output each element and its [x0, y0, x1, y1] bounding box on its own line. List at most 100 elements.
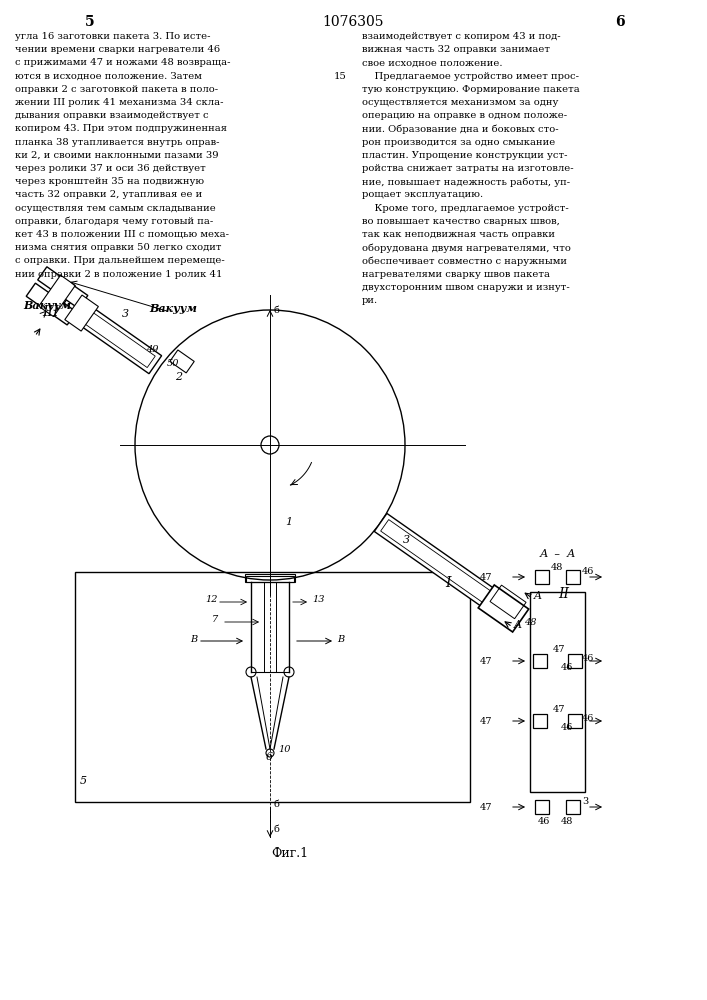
Text: так как неподвижная часть оправки: так как неподвижная часть оправки [362, 230, 555, 239]
Text: дывания оправки взаимодействует с: дывания оправки взаимодействует с [15, 111, 209, 120]
Text: 47: 47 [479, 572, 492, 582]
Text: с прижимами 47 и ножами 48 возвраща-: с прижимами 47 и ножами 48 возвраща- [15, 58, 230, 67]
Text: I: I [445, 576, 450, 590]
Text: Предлагаемое устройство имеет прос-: Предлагаемое устройство имеет прос- [362, 72, 579, 81]
Text: низма снятия оправки 50 легко сходит: низма снятия оправки 50 легко сходит [15, 243, 221, 252]
Text: A: A [534, 591, 542, 601]
Text: свое исходное положение.: свое исходное положение. [362, 58, 503, 67]
Text: осуществляя тем самым складывание: осуществляя тем самым складывание [15, 204, 216, 213]
Text: 47: 47 [479, 802, 492, 812]
Text: Вакуум: Вакуум [150, 303, 197, 314]
Text: 48: 48 [524, 618, 537, 627]
Text: рощает эксплуатацию.: рощает эксплуатацию. [362, 190, 483, 199]
Text: ри.: ри. [362, 296, 378, 305]
Text: 3: 3 [122, 309, 129, 319]
Text: А  –  А: А – А [540, 549, 576, 559]
Text: часть 32 оправки 2, утапливая ее и: часть 32 оправки 2, утапливая ее и [15, 190, 202, 199]
Text: 46: 46 [561, 663, 573, 672]
Text: б: б [273, 800, 279, 809]
Text: нии. Образование дна и боковых сто-: нии. Образование дна и боковых сто- [362, 124, 559, 134]
Text: II: II [559, 587, 569, 601]
Bar [533, 654, 547, 668]
Bar [245, 574, 295, 582]
Text: Фиг.1: Фиг.1 [271, 847, 308, 860]
Text: осуществляется механизмом за одну: осуществляется механизмом за одну [362, 98, 559, 107]
Text: 49: 49 [146, 345, 158, 354]
Text: во повышает качество сварных швов,: во повышает качество сварных швов, [362, 217, 560, 226]
Bar [535, 570, 549, 584]
Text: копиром 43. При этом подпружиненная: копиром 43. При этом подпружиненная [15, 124, 227, 133]
Text: 46: 46 [582, 654, 595, 663]
Text: B: B [190, 635, 197, 644]
Text: двухсторонним швом снаружи и изнут-: двухсторонним швом снаружи и изнут- [362, 283, 570, 292]
Bar [566, 570, 580, 584]
Text: 5: 5 [80, 776, 87, 786]
Text: 46: 46 [582, 714, 595, 723]
Text: 6: 6 [266, 752, 273, 762]
Text: оборудована двумя нагревателями, что: оборудована двумя нагревателями, что [362, 243, 571, 253]
Text: нии оправки 2 в положение 1 ролик 41: нии оправки 2 в положение 1 ролик 41 [15, 270, 223, 279]
Bar [568, 714, 582, 728]
Text: 50: 50 [167, 359, 180, 368]
Text: 46: 46 [538, 817, 550, 826]
Text: 48: 48 [551, 563, 563, 572]
Text: через ролики 37 и оси 36 действует: через ролики 37 и оси 36 действует [15, 164, 206, 173]
Text: ройства снижает затраты на изготовле-: ройства снижает затраты на изготовле- [362, 164, 573, 173]
Text: тую конструкцию. Формирование пакета: тую конструкцию. Формирование пакета [362, 85, 580, 94]
Text: взаимодействует с копиром 43 и под-: взаимодействует с копиром 43 и под- [362, 32, 561, 41]
Text: чении времени сварки нагреватели 46: чении времени сварки нагреватели 46 [15, 45, 220, 54]
Polygon shape [374, 513, 501, 612]
Text: 47: 47 [479, 656, 492, 666]
Text: планка 38 утапливается внутрь оправ-: планка 38 утапливается внутрь оправ- [15, 138, 219, 147]
Text: через кронштейн 35 на подвижную: через кронштейн 35 на подвижную [15, 177, 204, 186]
Text: 3: 3 [403, 535, 410, 545]
Text: B: B [337, 635, 344, 644]
Text: ние, повышает надежность работы, уп-: ние, повышает надежность работы, уп- [362, 177, 570, 187]
Text: 10: 10 [278, 745, 291, 754]
Text: операцию на оправке в одном положе-: операцию на оправке в одном положе- [362, 111, 567, 120]
Text: пластин. Упрощение конструкции уст-: пластин. Упрощение конструкции уст- [362, 151, 568, 160]
Text: обеспечивает совместно с наружными: обеспечивает совместно с наружными [362, 256, 567, 266]
Text: ки 2, и своими наклонными пазами 39: ки 2, и своими наклонными пазами 39 [15, 151, 218, 160]
Text: 12: 12 [205, 595, 218, 604]
Bar [75, 572, 470, 802]
Text: оправки 2 с заготовкой пакета в поло-: оправки 2 с заготовкой пакета в поло- [15, 85, 218, 94]
Text: 46: 46 [582, 567, 595, 576]
Text: 47: 47 [479, 716, 492, 726]
Text: б: б [273, 306, 279, 315]
Text: 2: 2 [175, 372, 182, 382]
Polygon shape [26, 283, 76, 325]
Polygon shape [478, 585, 529, 632]
Text: 47: 47 [552, 705, 565, 714]
Text: 3: 3 [582, 797, 588, 806]
Text: 1: 1 [285, 517, 292, 527]
Text: 6: 6 [615, 15, 625, 29]
Text: б: б [273, 825, 279, 834]
Text: 7: 7 [212, 615, 218, 624]
Text: Кроме того, предлагаемое устройст-: Кроме того, предлагаемое устройст- [362, 204, 568, 213]
Text: 48: 48 [561, 817, 573, 826]
Text: ются в исходное положение. Затем: ются в исходное положение. Затем [15, 72, 202, 81]
Text: 13: 13 [312, 595, 325, 604]
Text: 46: 46 [561, 723, 573, 732]
Polygon shape [59, 293, 162, 374]
Bar [566, 800, 580, 814]
Text: рон производится за одно смыкание: рон производится за одно смыкание [362, 138, 555, 147]
Text: 15: 15 [334, 72, 347, 81]
Text: нагревателями сварку швов пакета: нагревателями сварку швов пакета [362, 270, 550, 279]
Text: III: III [42, 305, 59, 319]
Text: с оправки. При дальнейшем перемеще-: с оправки. При дальнейшем перемеще- [15, 256, 225, 265]
Bar [246, 576, 294, 582]
Text: вижная часть 32 оправки занимает: вижная часть 32 оправки занимает [362, 45, 550, 54]
Polygon shape [170, 350, 194, 373]
Text: 5: 5 [85, 15, 95, 29]
Text: оправки, благодаря чему готовый па-: оправки, благодаря чему готовый па- [15, 217, 214, 226]
Bar [535, 800, 549, 814]
Bar [530, 592, 585, 792]
Polygon shape [37, 267, 88, 309]
Bar [568, 654, 582, 668]
Text: жении III ролик 41 механизма 34 скла-: жении III ролик 41 механизма 34 скла- [15, 98, 223, 107]
Text: угла 16 заготовки пакета 3. По исте-: угла 16 заготовки пакета 3. По исте- [15, 32, 211, 41]
Text: A: A [514, 620, 522, 630]
Polygon shape [65, 295, 98, 331]
